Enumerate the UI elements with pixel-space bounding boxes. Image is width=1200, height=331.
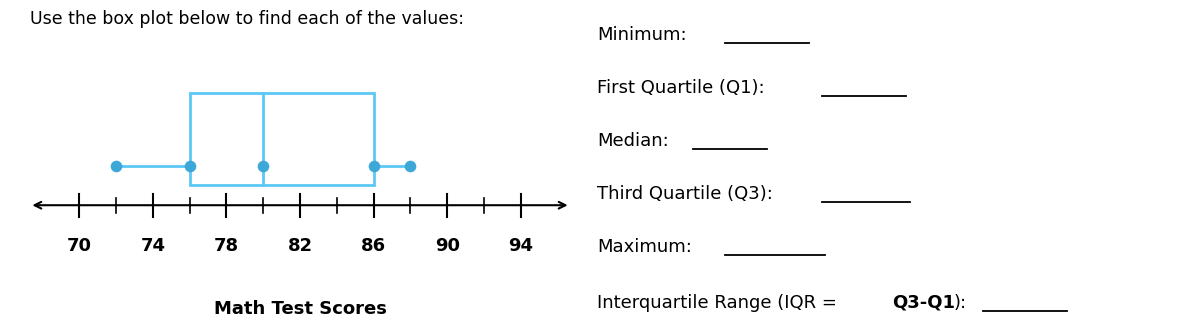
Text: 74: 74 bbox=[140, 237, 166, 255]
Text: ):: ): bbox=[954, 294, 967, 312]
Text: Use the box plot below to find each of the values:: Use the box plot below to find each of t… bbox=[30, 10, 463, 28]
Text: Q3-Q1: Q3-Q1 bbox=[893, 294, 955, 312]
Point bbox=[180, 163, 199, 168]
Text: Median:: Median: bbox=[598, 132, 670, 150]
Text: First Quartile (Q1):: First Quartile (Q1): bbox=[598, 79, 764, 97]
Text: 86: 86 bbox=[361, 237, 386, 255]
Text: 70: 70 bbox=[67, 237, 91, 255]
Point bbox=[253, 163, 272, 168]
Bar bbox=[190, 93, 373, 185]
Text: 90: 90 bbox=[434, 237, 460, 255]
Text: 78: 78 bbox=[214, 237, 239, 255]
Text: Third Quartile (Q3):: Third Quartile (Q3): bbox=[598, 185, 773, 203]
Text: 94: 94 bbox=[509, 237, 533, 255]
Point bbox=[401, 163, 420, 168]
Text: Math Test Scores: Math Test Scores bbox=[214, 300, 386, 318]
Point bbox=[364, 163, 383, 168]
Text: Minimum:: Minimum: bbox=[598, 26, 686, 44]
Text: Maximum:: Maximum: bbox=[598, 238, 692, 256]
Text: 82: 82 bbox=[288, 237, 312, 255]
Point bbox=[107, 163, 126, 168]
Text: Interquartile Range (IQR =: Interquartile Range (IQR = bbox=[598, 294, 842, 312]
